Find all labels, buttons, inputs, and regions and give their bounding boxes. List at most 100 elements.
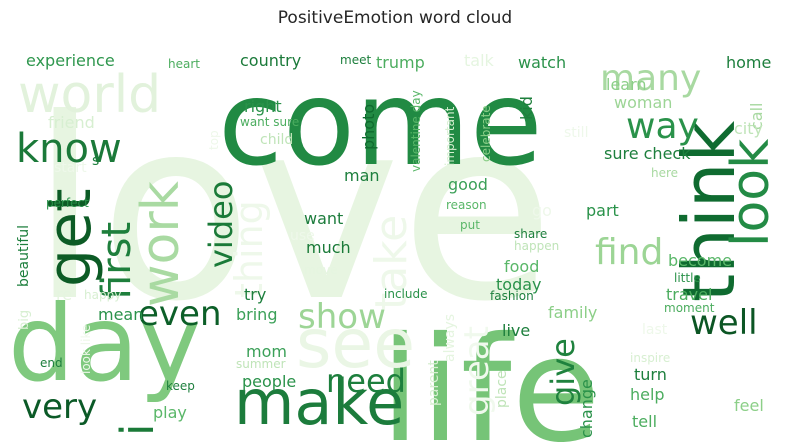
word-beautiful: beautiful xyxy=(16,225,32,287)
word-want: want xyxy=(304,209,343,228)
word-feel: feel xyxy=(734,396,764,415)
word-man: man xyxy=(344,166,380,185)
word-move: move xyxy=(304,263,338,277)
word-last: last xyxy=(642,322,668,338)
word-start: start xyxy=(54,160,87,176)
word-work: work xyxy=(131,181,191,307)
word-live: live xyxy=(502,321,530,340)
word-see: see xyxy=(296,305,415,384)
word-mean: mean xyxy=(98,305,143,324)
word-watch: watch xyxy=(518,53,566,72)
word-trump: trump xyxy=(376,53,425,72)
word-big: big xyxy=(17,310,32,330)
word-sure-check: sure check xyxy=(604,144,691,163)
word-top: top xyxy=(207,130,221,150)
word-right: right xyxy=(244,97,282,116)
word-happy: happy xyxy=(84,288,121,302)
word-heart: heart xyxy=(168,57,200,71)
word-get: get xyxy=(35,188,105,287)
word-food: food xyxy=(504,257,539,276)
word-bring: bring xyxy=(236,305,277,324)
word-part: part xyxy=(586,201,619,220)
word-country: country xyxy=(240,51,301,70)
word-very: very xyxy=(22,387,97,427)
word-tell: tell xyxy=(632,412,657,431)
word-parent: parent xyxy=(426,360,442,406)
word-much: much xyxy=(306,238,351,257)
word-put: put xyxy=(460,218,480,232)
word-find: find xyxy=(595,232,663,273)
word-mom: mom xyxy=(246,342,287,361)
word-woman: woman xyxy=(614,93,672,112)
word-end: end xyxy=(40,356,63,370)
word-world: world xyxy=(18,65,161,125)
word-want-sure: want sure xyxy=(240,115,299,129)
word-still: still xyxy=(564,125,588,141)
word-reason: reason xyxy=(446,198,487,212)
word-change: change xyxy=(577,379,596,438)
word-re: re xyxy=(56,285,72,304)
word-play: play xyxy=(153,403,187,422)
word-help: help xyxy=(630,385,665,404)
word-important: important xyxy=(443,106,457,166)
word-need: need xyxy=(326,362,406,400)
word-learn: learn xyxy=(606,75,647,94)
word-know: know xyxy=(16,126,122,172)
word-i: i xyxy=(111,423,164,436)
word-give: give xyxy=(544,338,582,406)
word-city: city xyxy=(734,119,763,138)
word-photo: photo xyxy=(359,104,378,150)
chart-title: PositiveEmotion word cloud xyxy=(277,8,513,28)
word-share: share xyxy=(514,227,547,241)
word-many: many xyxy=(600,58,701,99)
word-call: call xyxy=(747,103,766,131)
word-look-like: look like xyxy=(79,325,93,374)
word-way: way xyxy=(626,106,699,147)
word-friend: friend xyxy=(48,113,95,132)
word-come: come xyxy=(218,54,543,192)
word-well: well xyxy=(690,303,758,343)
word-first: first xyxy=(94,222,140,300)
word-s: s xyxy=(92,153,99,169)
word-video: video xyxy=(202,181,240,268)
word-fashion: fashion xyxy=(490,289,534,303)
word-even: even xyxy=(138,294,222,334)
word-life: life xyxy=(380,306,601,442)
word-become: become xyxy=(668,251,732,270)
word-celebrate: celebrate xyxy=(479,105,493,162)
word-valentine-day: valentine day xyxy=(409,90,423,172)
word-think: think xyxy=(667,121,751,303)
word-go: go xyxy=(532,201,552,220)
word-talk: talk xyxy=(464,51,495,70)
word-happen: happen xyxy=(514,239,559,253)
word-meet: meet xyxy=(340,53,371,67)
word-make: make xyxy=(234,366,404,439)
word-here: here xyxy=(651,166,678,180)
word-try: try xyxy=(244,285,266,304)
word-home: home xyxy=(726,53,771,72)
word-thing: thing xyxy=(227,200,271,298)
word-love: love xyxy=(30,65,554,356)
word-look: look xyxy=(721,139,781,247)
word-place: place xyxy=(494,370,510,408)
word-summer: summer xyxy=(236,357,286,371)
word-always: always xyxy=(442,314,458,362)
word-include: include xyxy=(384,287,427,301)
word-keep: keep xyxy=(166,379,195,393)
word-take: take xyxy=(366,215,417,310)
word-turn: turn xyxy=(634,365,667,384)
word-child: child xyxy=(260,132,293,148)
word-day: day xyxy=(8,283,201,405)
word-use: use xyxy=(290,228,315,244)
word-today: today xyxy=(496,275,542,294)
word-little: little xyxy=(674,271,701,285)
word-experience: experience xyxy=(26,51,115,70)
word-great: great xyxy=(457,326,497,416)
word-family: family xyxy=(548,303,597,322)
word-people: people xyxy=(242,372,296,391)
word-moment: moment xyxy=(664,301,715,315)
word-inspire: inspire xyxy=(630,351,670,365)
word-travel: travel xyxy=(666,285,712,304)
